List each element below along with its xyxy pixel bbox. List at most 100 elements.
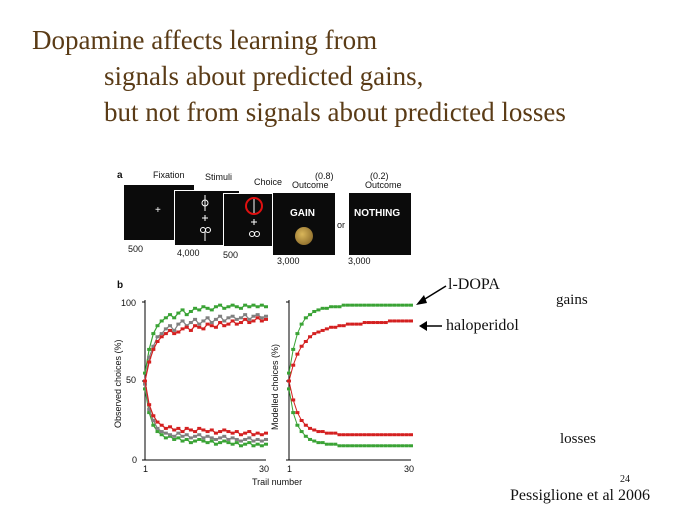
data-point bbox=[230, 319, 235, 323]
data-point bbox=[264, 437, 268, 441]
data-point bbox=[379, 303, 384, 307]
series-line bbox=[144, 304, 267, 374]
data-point bbox=[155, 340, 160, 343]
data-point bbox=[159, 332, 164, 336]
data-point bbox=[358, 433, 363, 437]
data-point bbox=[383, 303, 388, 307]
data-point bbox=[316, 330, 321, 334]
data-point bbox=[354, 322, 359, 326]
title-line-1: Dopamine affects learning from bbox=[32, 25, 378, 55]
data-point bbox=[337, 305, 342, 309]
ytick-50: 50 bbox=[126, 375, 137, 385]
data-point bbox=[218, 430, 223, 434]
data-point bbox=[366, 321, 371, 325]
panel-a-label: a bbox=[117, 170, 123, 181]
data-point bbox=[218, 303, 223, 307]
xtick-left-1: 1 bbox=[143, 464, 149, 474]
xlabel: Trail number bbox=[252, 477, 303, 487]
data-point bbox=[379, 444, 384, 448]
data-point bbox=[151, 344, 156, 348]
data-point bbox=[188, 321, 193, 325]
data-point bbox=[404, 433, 409, 437]
data-point bbox=[341, 444, 346, 448]
gain-screen: GAIN bbox=[272, 192, 336, 256]
data-point bbox=[366, 303, 371, 307]
data-point bbox=[205, 316, 210, 320]
data-point bbox=[259, 303, 264, 307]
data-point bbox=[287, 371, 291, 375]
data-point bbox=[345, 444, 350, 448]
data-point bbox=[243, 313, 248, 317]
data-point bbox=[259, 439, 264, 443]
gain-text: GAIN bbox=[290, 208, 315, 219]
data-point bbox=[201, 327, 206, 331]
data-point bbox=[320, 441, 325, 445]
page-number: 24 bbox=[620, 474, 630, 485]
data-point bbox=[213, 305, 218, 309]
data-point bbox=[234, 430, 239, 434]
duration-fixation: 500 bbox=[128, 244, 144, 254]
data-point bbox=[337, 444, 342, 448]
data-point bbox=[371, 444, 376, 448]
phase-outcome-1: Outcome bbox=[292, 180, 329, 190]
data-point bbox=[143, 387, 147, 391]
data-point bbox=[209, 321, 214, 325]
data-point bbox=[251, 439, 256, 443]
data-point bbox=[205, 441, 210, 445]
data-point bbox=[159, 423, 164, 427]
citation: Pessiglione et al 2006 bbox=[510, 487, 650, 504]
data-point bbox=[312, 332, 317, 336]
data-point bbox=[243, 437, 248, 441]
data-point bbox=[371, 433, 376, 437]
data-point bbox=[400, 444, 405, 448]
data-point bbox=[320, 328, 325, 332]
data-point bbox=[287, 379, 291, 383]
data-point bbox=[205, 322, 210, 326]
data-point bbox=[172, 328, 177, 332]
ytick-0: 0 bbox=[132, 455, 138, 465]
data-point bbox=[238, 439, 243, 443]
data-point bbox=[172, 428, 177, 432]
data-point bbox=[291, 363, 296, 367]
data-point bbox=[251, 303, 256, 307]
data-point bbox=[213, 317, 218, 321]
data-point bbox=[168, 425, 173, 429]
data-point bbox=[392, 319, 397, 323]
losses-label: losses bbox=[560, 431, 596, 447]
data-point bbox=[375, 321, 380, 325]
data-point bbox=[222, 319, 227, 323]
data-point bbox=[392, 303, 397, 307]
data-point bbox=[243, 442, 248, 446]
data-point bbox=[371, 303, 376, 307]
data-point bbox=[316, 308, 321, 312]
data-point bbox=[383, 444, 388, 448]
phase-stimuli: Stimuli bbox=[205, 172, 233, 182]
data-point bbox=[333, 442, 338, 446]
data-point bbox=[147, 360, 152, 364]
data-point bbox=[251, 444, 256, 448]
data-point bbox=[358, 322, 363, 326]
data-point bbox=[222, 324, 227, 328]
data-point bbox=[197, 437, 202, 441]
data-point bbox=[226, 430, 231, 434]
data-point bbox=[193, 430, 198, 434]
data-point bbox=[234, 322, 239, 326]
xtick-right-30: 30 bbox=[404, 464, 415, 474]
data-point bbox=[392, 433, 397, 437]
data-point bbox=[209, 428, 214, 432]
series-line bbox=[144, 317, 267, 382]
data-point bbox=[155, 335, 160, 339]
data-point bbox=[238, 316, 243, 320]
data-point bbox=[218, 314, 223, 318]
data-point bbox=[295, 411, 300, 415]
data-point bbox=[375, 303, 380, 307]
data-point bbox=[188, 309, 193, 313]
coin-icon bbox=[295, 227, 313, 245]
data-point bbox=[238, 444, 243, 448]
data-point bbox=[180, 434, 185, 438]
data-point bbox=[291, 347, 296, 351]
data-point bbox=[180, 308, 185, 312]
data-point bbox=[159, 335, 164, 339]
data-point bbox=[259, 316, 264, 320]
data-point bbox=[188, 328, 193, 332]
